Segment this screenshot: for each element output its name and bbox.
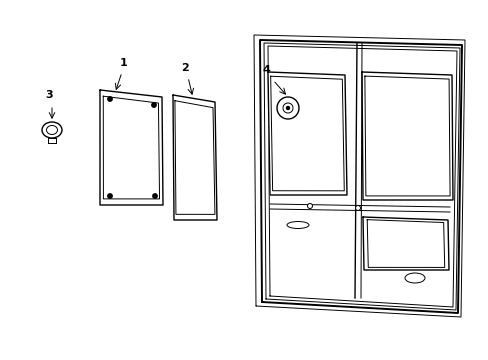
Ellipse shape — [286, 221, 308, 229]
Polygon shape — [260, 40, 461, 313]
Text: 4: 4 — [262, 65, 269, 75]
Ellipse shape — [404, 273, 424, 283]
Text: 2: 2 — [181, 63, 188, 73]
Polygon shape — [253, 35, 464, 317]
Circle shape — [355, 206, 360, 211]
Text: 3: 3 — [45, 90, 53, 100]
Polygon shape — [362, 217, 448, 270]
Circle shape — [151, 103, 156, 107]
Ellipse shape — [42, 122, 62, 138]
Text: 1: 1 — [120, 58, 128, 68]
Circle shape — [283, 103, 292, 113]
Polygon shape — [173, 95, 217, 220]
Circle shape — [107, 97, 112, 101]
Circle shape — [286, 107, 289, 109]
Circle shape — [276, 97, 298, 119]
Polygon shape — [100, 90, 163, 205]
Circle shape — [107, 194, 112, 198]
Polygon shape — [267, 72, 346, 195]
Circle shape — [152, 194, 157, 198]
Ellipse shape — [46, 126, 58, 135]
Circle shape — [307, 203, 312, 208]
Polygon shape — [361, 72, 452, 200]
